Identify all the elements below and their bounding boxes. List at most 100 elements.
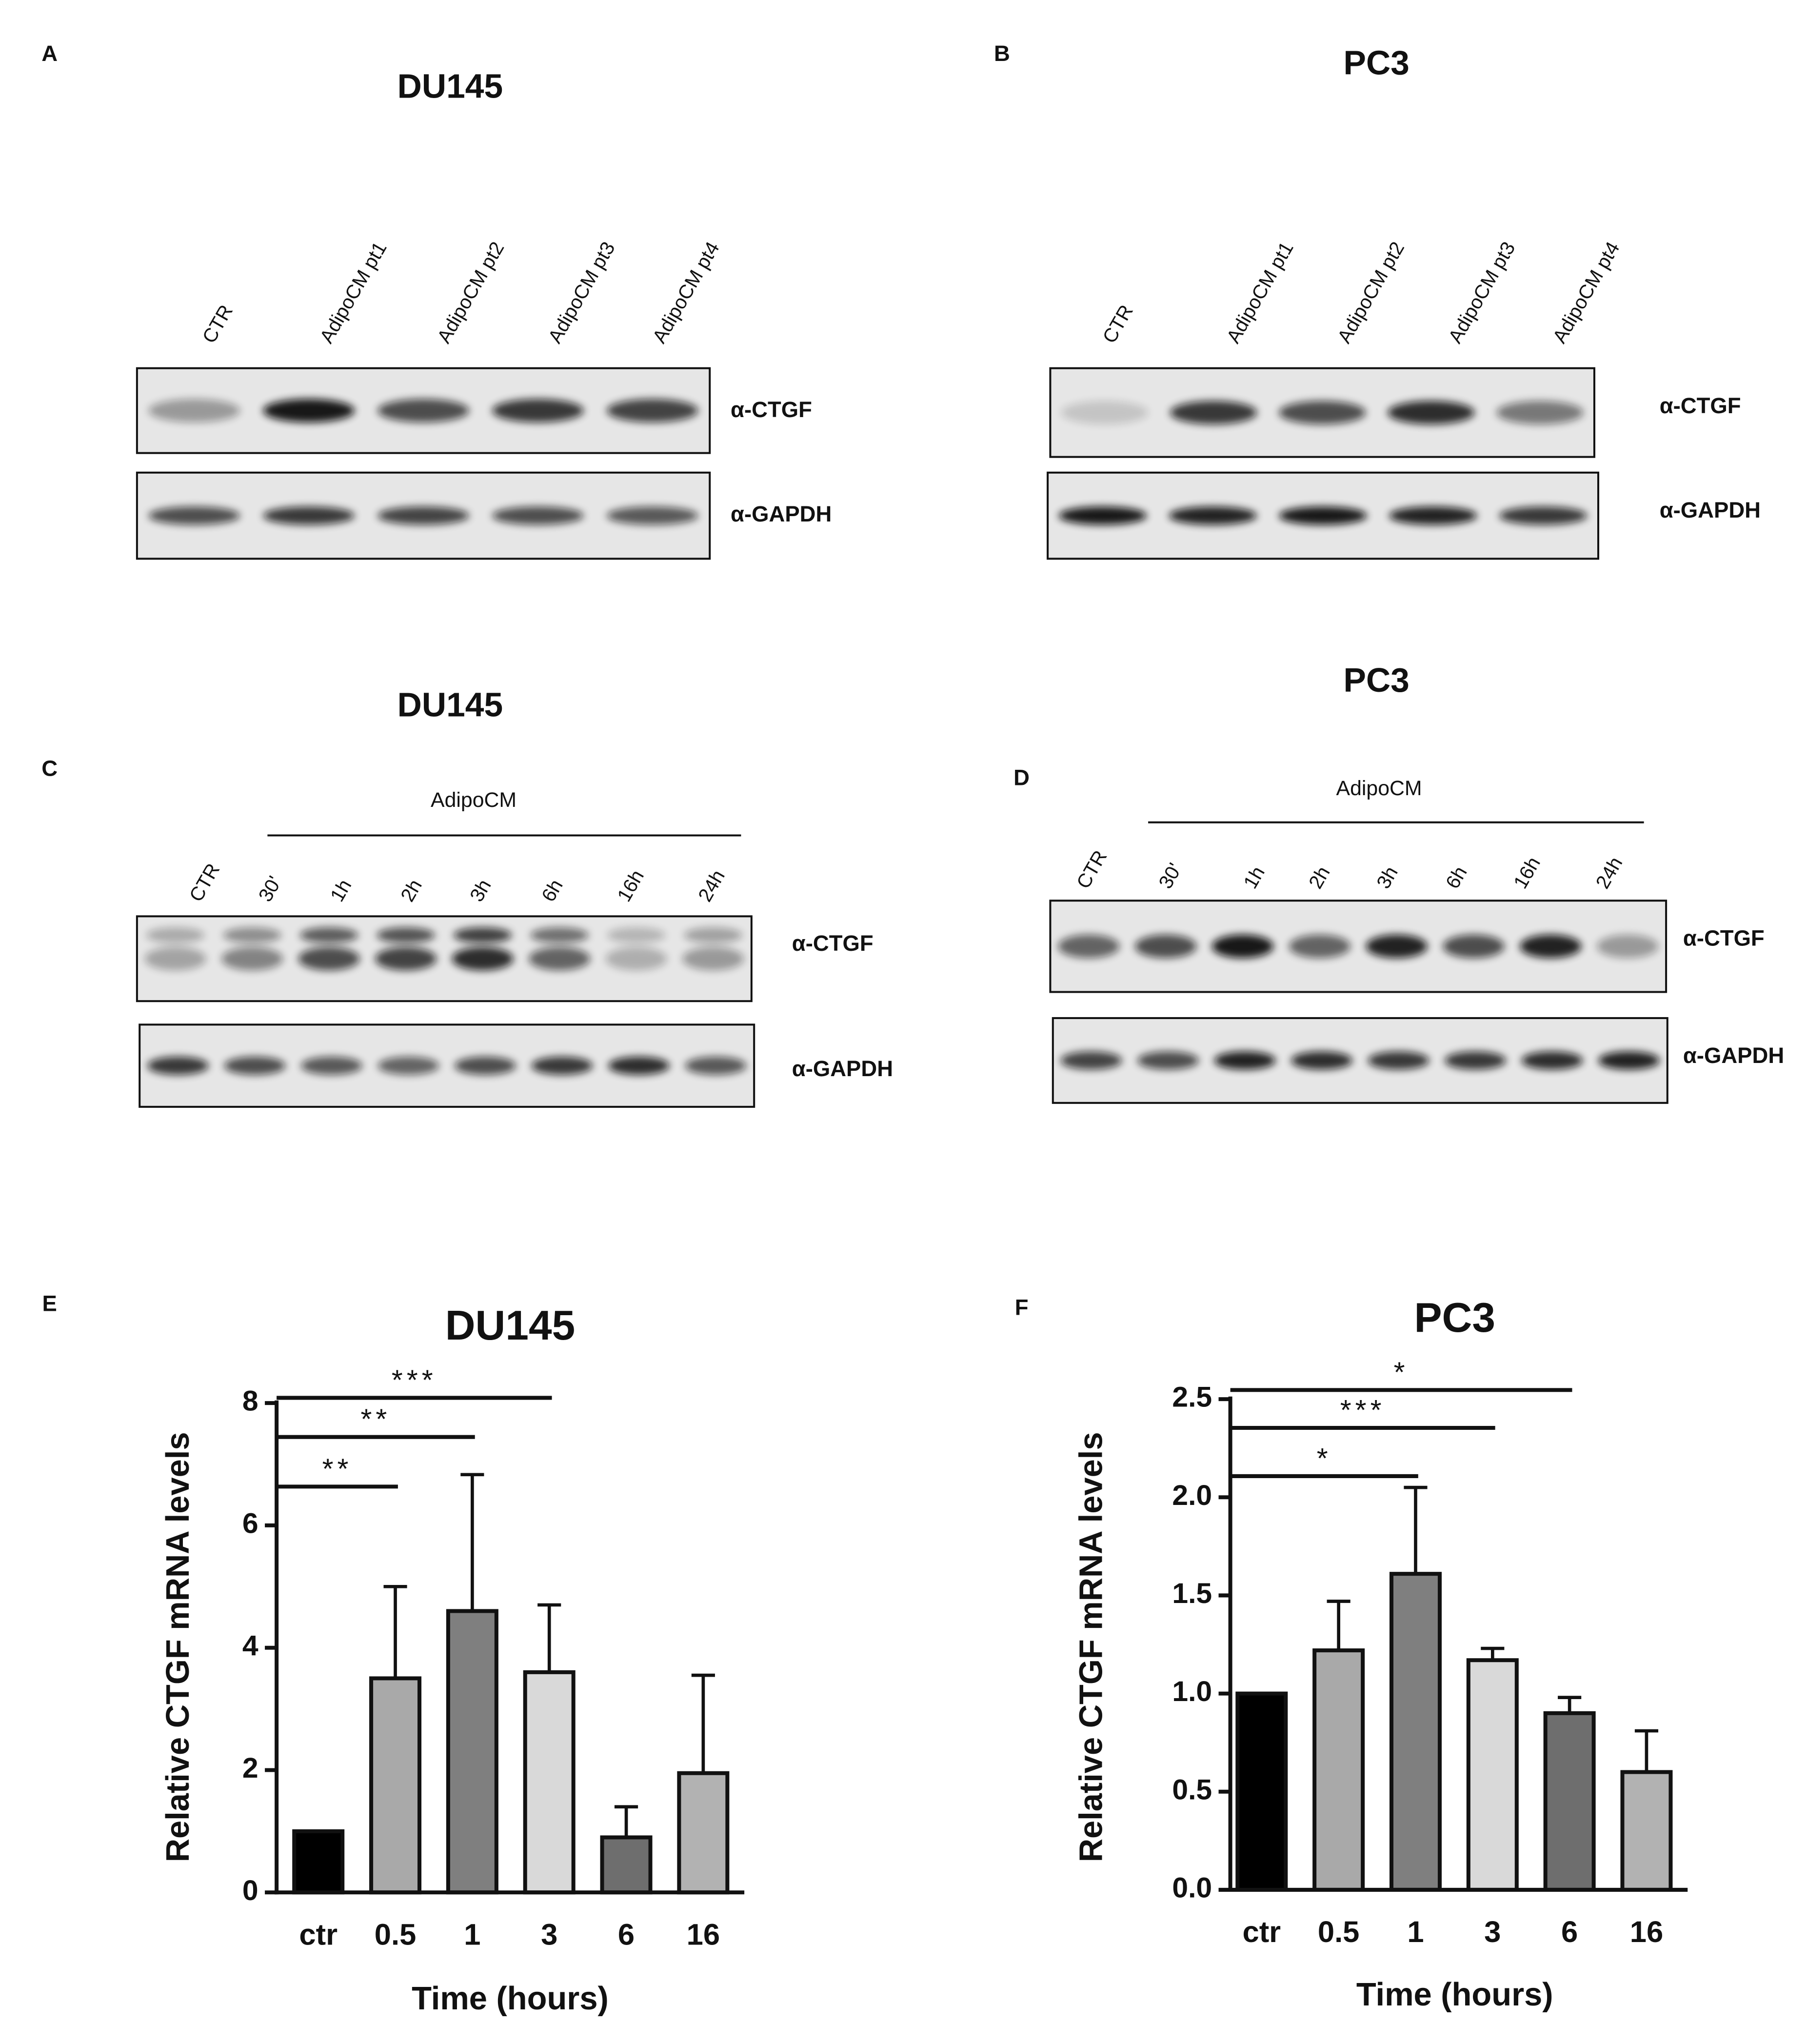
lane-label: 24h — [694, 866, 729, 905]
blot-band — [1366, 934, 1428, 958]
blot-band — [263, 399, 355, 422]
blot-band — [298, 947, 360, 971]
treatment-label: AdipoCM — [431, 788, 516, 812]
blot-band — [1137, 1051, 1199, 1070]
significance-label: * — [1317, 1443, 1332, 1474]
blot-band — [1598, 1051, 1660, 1070]
blot-band — [1597, 934, 1659, 958]
lane-label: CTR — [185, 860, 224, 905]
blot-band — [1279, 506, 1367, 525]
blot-band — [148, 506, 240, 525]
lane-label: 3h — [1372, 862, 1402, 892]
blot-band — [1214, 1051, 1276, 1070]
blot-band — [453, 927, 512, 943]
x-tick-label: 1 — [1407, 1915, 1424, 1949]
blot-band — [1521, 1051, 1583, 1070]
blot-band — [682, 947, 744, 971]
blot-band — [1170, 401, 1257, 424]
bar — [677, 1771, 730, 1895]
x-axis-label: Time (hours) — [412, 1980, 609, 2017]
y-axis-label: Relative CTGF mRNA levels — [1072, 1432, 1109, 1862]
blot-title: PC3 — [1344, 44, 1410, 82]
panel-letter: A — [41, 41, 58, 66]
lane-label: AdipoCM pt3 — [544, 238, 619, 347]
lane-label: 30' — [1154, 859, 1186, 892]
panel-letter: B — [994, 41, 1010, 66]
blot-band — [1060, 1051, 1122, 1070]
antibody-label: α-CTGF — [1683, 925, 1765, 950]
significance-label: ** — [360, 1403, 391, 1435]
antibody-label: α-CTGF — [731, 397, 812, 422]
blot-band — [377, 506, 470, 525]
lane-label: 1h — [326, 876, 356, 905]
antibody-label: α-GAPDH — [1660, 498, 1761, 522]
significance-label: ** — [322, 1453, 353, 1485]
antibody-label: α-CTGF — [1660, 393, 1741, 418]
y-tick-label: 2 — [242, 1752, 258, 1784]
lane-label: 24h — [1591, 853, 1627, 892]
blot-band — [1496, 401, 1584, 424]
blot-band — [1388, 401, 1475, 424]
bar — [1235, 1691, 1288, 1892]
significance-label: *** — [1340, 1394, 1386, 1426]
blot-band — [375, 947, 437, 971]
x-tick-label: 3 — [1484, 1915, 1501, 1949]
lane-label: 30' — [254, 872, 286, 905]
chart-title: DU145 — [445, 1303, 575, 1349]
lane-label: AdipoCM pt4 — [648, 238, 724, 347]
blot-band — [531, 1056, 593, 1075]
blot-band — [1058, 934, 1120, 958]
x-tick-label: 1 — [464, 1918, 480, 1951]
lane-label: CTR — [198, 301, 237, 347]
blot-title: DU145 — [397, 686, 503, 724]
blot-band — [299, 927, 358, 943]
bar — [1312, 1648, 1365, 1892]
blot-title: PC3 — [1344, 661, 1410, 699]
blot-band — [221, 947, 283, 971]
x-tick-label: 16 — [687, 1918, 720, 1951]
lane-label: AdipoCM pt3 — [1444, 238, 1520, 347]
blot-band — [1211, 934, 1274, 958]
y-tick-label: 0.0 — [1172, 1872, 1212, 1904]
blot-band — [148, 399, 240, 422]
panel-letter: E — [42, 1291, 57, 1316]
antibody-label: α-GAPDH — [792, 1056, 893, 1081]
blot-band — [224, 1056, 286, 1075]
bar — [523, 1670, 576, 1895]
blot-band — [452, 947, 514, 971]
x-tick-label: ctr — [1242, 1915, 1281, 1949]
panel-letter: C — [41, 756, 58, 781]
panel-letter: F — [1015, 1295, 1029, 1320]
blot-band — [608, 1056, 670, 1075]
panel-letter: D — [1013, 765, 1030, 790]
y-tick-label: 4 — [242, 1630, 258, 1662]
blot-band — [1443, 934, 1505, 958]
x-tick-label: 3 — [541, 1918, 557, 1951]
blot-band — [607, 927, 666, 943]
blot-band — [454, 1056, 516, 1075]
blot-band — [1445, 1051, 1507, 1070]
y-tick-label: 0.5 — [1172, 1774, 1212, 1805]
blot-band — [263, 506, 355, 525]
blot-band — [1389, 506, 1477, 525]
blot-band — [606, 506, 698, 525]
lane-label: 6h — [1441, 862, 1471, 892]
lane-label: AdipoCM pt1 — [316, 238, 391, 347]
blot-band — [606, 399, 698, 422]
lane-label: 1h — [1239, 862, 1269, 892]
y-tick-label: 6 — [242, 1507, 258, 1539]
blot-band — [377, 1056, 439, 1075]
y-tick-label: 1.5 — [1172, 1578, 1212, 1609]
lane-label: AdipoCM pt2 — [433, 238, 509, 347]
blot-band — [1291, 1051, 1353, 1070]
blot-band — [223, 927, 281, 943]
lane-label: AdipoCM pt4 — [1549, 238, 1624, 347]
blot-band — [492, 399, 584, 422]
blot-band — [1368, 1051, 1430, 1070]
blot-band — [605, 947, 667, 971]
bar — [1466, 1658, 1519, 1892]
blot-band — [377, 399, 470, 422]
y-tick-label: 8 — [242, 1385, 258, 1417]
y-tick-label: 2.0 — [1172, 1480, 1212, 1511]
